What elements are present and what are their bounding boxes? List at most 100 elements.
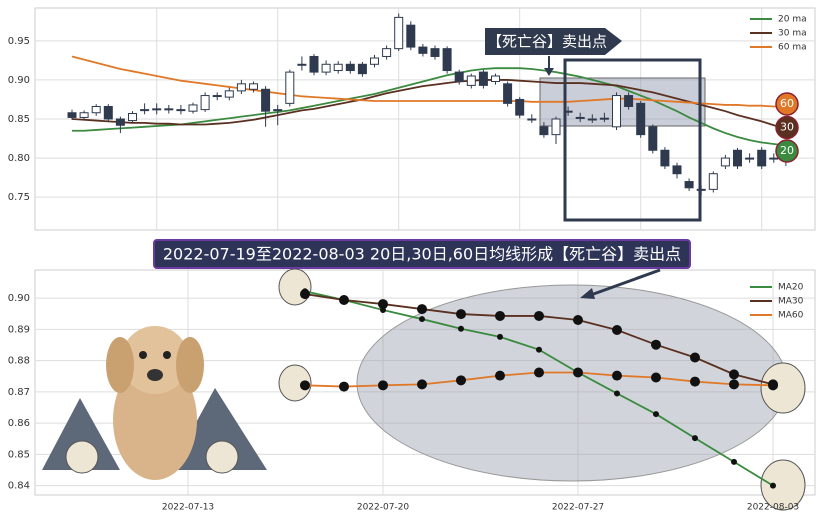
y-tick-label: 0.89 [8,324,30,335]
candle-body [67,112,77,118]
point [300,289,310,300]
candle-body [430,48,440,57]
x-tick-label: 2022-08-03 [747,503,799,513]
candle-body [249,83,258,90]
candle-body [321,63,331,73]
end-badge-label: 30 [780,121,794,134]
y-tick-label: 0.87 [8,387,30,398]
candle-body [285,71,295,104]
candle-body [236,83,246,92]
pointer [587,268,661,298]
point [651,339,661,350]
candle-body [672,165,682,175]
point [456,309,466,320]
point [417,304,427,315]
candle-body [394,16,404,50]
point [458,325,464,332]
point [378,299,388,310]
point [729,379,739,390]
legend-label: MA60 [778,311,804,321]
point [651,372,661,383]
candle-body [128,113,137,122]
ma-line [72,67,787,147]
candle-body [115,118,125,126]
candle-body [503,83,513,104]
y-tick-label: 0.85 [8,449,30,460]
candle-body [357,63,367,75]
candle-body [636,102,646,136]
candle-body [491,75,500,82]
point [417,379,427,390]
decoration [42,268,806,511]
candle-body [515,98,525,116]
candle-body [757,149,767,167]
point [339,381,349,392]
point [573,367,583,378]
candle-body [733,149,742,167]
candle-body [164,108,174,111]
point [419,316,425,323]
point [456,375,466,386]
end-badge-label: 60 [780,97,794,110]
candle-body [551,118,561,136]
candle-body [370,57,379,65]
legend-label: 30 ma [778,29,807,39]
point [573,315,583,325]
point [536,346,542,353]
candle-body [527,118,537,121]
candle-body [708,173,718,190]
candle-body [200,95,210,111]
legend-label: 60 ma [778,43,807,53]
point [534,310,544,321]
title-banner [153,239,691,269]
point [690,352,700,363]
point [378,380,388,391]
ma-line [71,55,786,108]
point [692,435,698,442]
y-tick-label: 0.84 [8,481,30,492]
point [612,370,622,381]
candle-body [333,63,343,72]
y-tick-label: 0.80 [8,153,30,164]
death-valley-box [563,58,702,222]
candle-body [212,95,222,98]
candle-body [345,63,355,72]
legend-label: 20 ma [778,15,807,25]
point [495,310,505,321]
candle-body [745,157,755,160]
candle-body [103,105,113,120]
candle-body [442,48,452,72]
candle-body [624,95,634,107]
candle-body [769,157,779,160]
candle-body [79,112,89,118]
point [653,411,659,418]
candle-body [91,105,101,114]
candle-body [418,46,428,54]
candle-body [599,117,609,120]
y-tick-label: 0.95 [8,36,30,47]
annotation: 【死亡谷】卖出点 [487,33,607,51]
legend-label: MA20 [778,283,804,293]
end-badge-label: 20 [780,144,794,157]
pointer-head [580,288,595,299]
candle-body [406,24,416,48]
y-tick-label: 0.86 [8,418,30,429]
candle-body [720,157,730,167]
candle-body [224,90,234,98]
point [731,458,737,465]
point [690,376,700,387]
y-tick-label: 0.88 [8,356,30,367]
point [612,325,622,335]
candle-body [297,63,307,66]
x-tick-label: 2022-07-13 [162,503,214,513]
annotation-arrow [485,28,622,55]
candle-body [660,149,670,167]
candle-body [575,116,585,119]
x-tick-label: 2022-07-27 [552,503,604,513]
point [497,333,503,340]
candle-body [684,181,694,189]
candle-body [466,75,476,86]
y-tick-label: 0.90 [8,293,30,304]
